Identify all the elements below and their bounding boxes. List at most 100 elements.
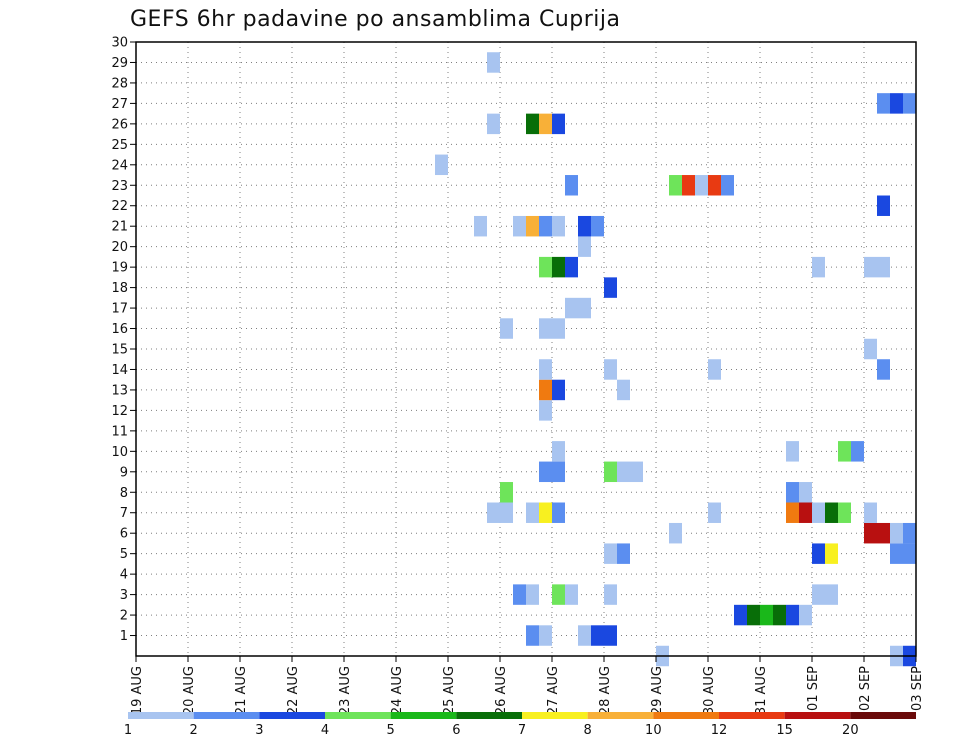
y-tick-label: 30 xyxy=(111,36,128,51)
y-tick-label: 18 xyxy=(111,281,128,296)
y-tick-label: 7 xyxy=(120,506,128,521)
y-tick-label: 19 xyxy=(111,261,128,276)
x-axis: 19 AUG 20 AUG 21 AUG 22 AUG 23 AUG 24 AUG 25 A… xyxy=(130,656,925,715)
y-tick-label: 22 xyxy=(111,199,128,214)
legend-label: 6 xyxy=(452,723,460,738)
heatmap-cell xyxy=(864,502,877,523)
legend-swatch xyxy=(522,712,588,719)
heatmap-cell xyxy=(539,400,552,421)
x-tick-label: 20 AUG xyxy=(182,666,197,715)
y-tick-label: 27 xyxy=(111,97,128,112)
x-tick-label: 26 AUG xyxy=(494,666,509,715)
x-tick-label: 22 AUG xyxy=(286,666,301,715)
heatmap-cell xyxy=(539,502,552,523)
heatmap-cell xyxy=(604,584,617,605)
heatmap-cell xyxy=(513,584,526,605)
heatmap-cell xyxy=(630,461,643,483)
y-tick-label: 26 xyxy=(111,117,128,132)
y-tick-label: 20 xyxy=(111,240,128,255)
legend-swatch xyxy=(784,712,851,719)
y-axis: 1234567891011121314151617181920212223242… xyxy=(111,36,136,644)
heatmap-cell xyxy=(864,256,877,278)
heatmap-cell xyxy=(617,461,630,483)
heatmap-cell xyxy=(500,318,513,339)
legend-label: 12 xyxy=(711,723,728,738)
heatmap-cell xyxy=(825,584,838,605)
heatmap-cell xyxy=(591,215,604,237)
heatmap-cell xyxy=(513,215,526,237)
y-tick-label: 1 xyxy=(120,629,128,644)
y-tick-label: 25 xyxy=(111,138,128,153)
legend-swatch xyxy=(456,712,522,719)
chart-title: GEFS 6hr padavine po ansamblima Cuprija xyxy=(130,7,620,32)
heatmap-cell xyxy=(604,277,617,298)
heatmap-cell xyxy=(682,175,695,196)
x-tick-label: 27 AUG xyxy=(546,666,561,715)
legend-swatch xyxy=(128,712,194,719)
x-tick-label: 21 AUG xyxy=(234,666,249,715)
heatmap-cell xyxy=(500,502,513,523)
heatmap-cell xyxy=(812,543,825,564)
x-tick-label: 25 AUG xyxy=(442,666,457,715)
heatmap-cell xyxy=(565,584,578,605)
y-tick-label: 23 xyxy=(111,179,128,194)
heatmap-cell xyxy=(604,543,617,564)
heatmap-cell xyxy=(669,522,682,544)
heatmap-cell xyxy=(552,461,565,483)
heatmap-cell xyxy=(526,584,539,605)
legend-label: 10 xyxy=(645,723,662,738)
legend-swatch xyxy=(259,712,325,719)
heatmap-cell xyxy=(604,461,617,483)
y-tick-label: 2 xyxy=(120,609,128,624)
heatmap-cell xyxy=(526,113,539,135)
heatmap-cell xyxy=(604,359,617,380)
legend-swatch xyxy=(719,712,785,719)
y-tick-label: 11 xyxy=(111,424,128,439)
y-tick-label: 8 xyxy=(120,486,128,501)
x-tick-label: 31 AUG xyxy=(754,666,769,715)
heatmap-cell xyxy=(552,318,565,339)
heatmap-cell xyxy=(877,522,890,544)
legend-label: 8 xyxy=(584,723,592,738)
heatmap-cell xyxy=(539,256,552,278)
legend-label: 1 xyxy=(124,723,132,738)
heatmap-cell xyxy=(877,359,890,380)
heatmap-cell xyxy=(890,93,903,114)
heatmap-cell xyxy=(539,359,552,380)
heatmap-cell xyxy=(903,543,916,564)
legend-label: 20 xyxy=(842,723,859,738)
legend-label: 7 xyxy=(518,723,526,738)
heatmap-cell xyxy=(877,195,890,216)
legend-label: 5 xyxy=(387,723,395,738)
heatmap-cell xyxy=(591,625,604,646)
x-tick-label: 30 AUG xyxy=(702,666,717,715)
heatmap-cell xyxy=(617,379,630,401)
heatmap-cell xyxy=(890,522,903,544)
heatmap-cell xyxy=(760,604,773,626)
heatmap-cell xyxy=(890,543,903,564)
heatmap-cell xyxy=(825,543,838,564)
heatmap-cell xyxy=(838,441,851,462)
legend-label: 3 xyxy=(255,723,263,738)
heatmap-cell xyxy=(487,52,500,73)
heatmap-cell xyxy=(578,215,591,237)
heatmap-cell xyxy=(864,338,877,360)
x-tick-label: 24 AUG xyxy=(390,666,405,715)
heatmap-cell xyxy=(864,522,877,544)
heatmap-cell xyxy=(500,482,513,503)
y-tick-label: 5 xyxy=(120,547,128,562)
heatmap-cell xyxy=(877,93,890,114)
heatmap-cell xyxy=(786,482,799,503)
heatmap-cell xyxy=(604,625,617,646)
x-tick-label: 23 AUG xyxy=(338,666,353,715)
y-tick-label: 9 xyxy=(120,465,128,480)
heatmap-cell xyxy=(487,113,500,135)
heatmap-cell xyxy=(578,625,591,646)
heatmap-cell xyxy=(552,441,565,462)
heatmap-cell xyxy=(773,604,786,626)
heatmap-cell xyxy=(539,461,552,483)
x-tick-label: 02 SEP xyxy=(858,666,873,711)
heatmap-cell xyxy=(526,625,539,646)
